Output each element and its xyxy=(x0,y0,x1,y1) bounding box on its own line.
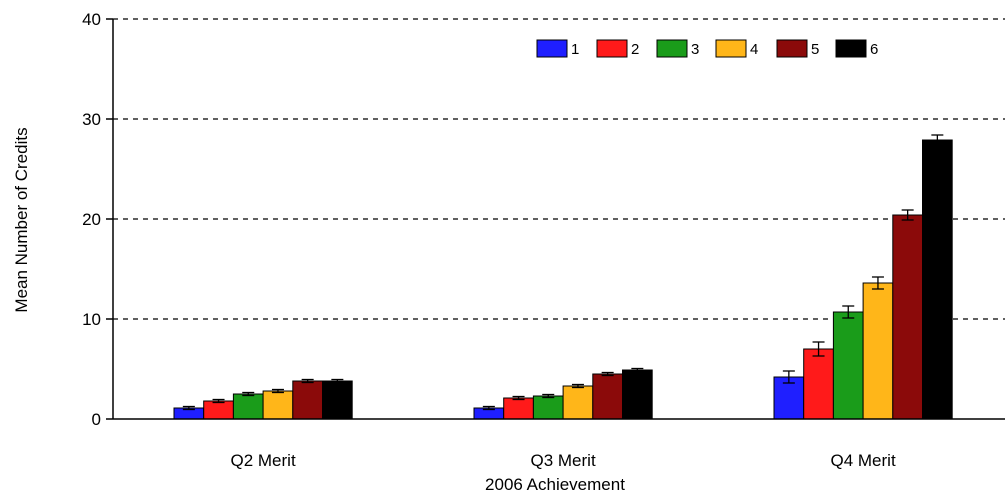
legend-label-1: 1 xyxy=(571,41,579,58)
error-bar-2-series-3 xyxy=(542,393,555,399)
legend-swatch-2 xyxy=(596,39,628,58)
error-bar-3-series-6 xyxy=(931,134,944,146)
y-tick-label-40: 40 xyxy=(82,10,101,29)
error-bar-1-series-5 xyxy=(301,378,314,384)
legend-swatch-4 xyxy=(715,39,747,58)
error-bar-1-series-2 xyxy=(212,398,225,404)
bar-1-series-2 xyxy=(203,400,234,420)
legend-label-5: 5 xyxy=(811,41,819,58)
legend-swatch-3 xyxy=(656,39,688,58)
bar-2-series-3 xyxy=(532,395,564,420)
bar-3-series-3 xyxy=(832,311,864,420)
gridlines xyxy=(113,18,1005,320)
bar-3-series-5 xyxy=(892,214,923,420)
bar-2-series-4 xyxy=(562,385,594,420)
y-tick-label-10: 10 xyxy=(82,310,101,329)
bar-1-series-3 xyxy=(232,393,264,420)
bar-2-series-2 xyxy=(503,397,534,420)
error-bar-3-series-1 xyxy=(782,370,795,384)
x-tick-label-1: Q2 Merit xyxy=(231,451,296,470)
bar-1-series-4 xyxy=(262,390,294,420)
error-bar-3-series-3 xyxy=(842,305,855,319)
bar-1-series-5 xyxy=(292,380,323,420)
y-tick-label-30: 30 xyxy=(82,110,101,129)
x-axis-title: 2006 Achievement xyxy=(485,475,625,494)
error-bar-1-series-4 xyxy=(271,388,284,394)
error-bar-2-series-6 xyxy=(631,367,644,373)
y-tick-label-0: 0 xyxy=(92,410,101,429)
bar-3-series-2 xyxy=(803,348,834,420)
x-tick-label-2: Q3 Merit xyxy=(531,451,596,470)
legend-label-3: 3 xyxy=(691,41,699,58)
bars xyxy=(173,139,953,420)
error-bar-2-series-5 xyxy=(601,371,614,377)
legend-label-2: 2 xyxy=(631,41,639,58)
legend-swatch-6 xyxy=(835,39,867,58)
error-bar-1-series-6 xyxy=(331,378,344,384)
error-bar-3-series-5 xyxy=(901,209,914,221)
bar-3-series-4 xyxy=(862,282,894,420)
y-axis-title: Mean Number of Credits xyxy=(12,127,31,312)
bar-1-series-6 xyxy=(322,380,353,420)
legend-swatch-5 xyxy=(776,39,808,58)
error-bars xyxy=(182,134,944,411)
error-bar-1-series-3 xyxy=(242,391,255,397)
legend-label-6: 6 xyxy=(870,41,878,58)
bar-3-series-6 xyxy=(922,139,953,420)
error-bar-2-series-2 xyxy=(512,395,525,401)
legend-label-4: 4 xyxy=(750,41,758,58)
error-bar-3-series-2 xyxy=(812,341,825,357)
error-bar-3-series-4 xyxy=(871,276,884,290)
x-tick-label-3: Q4 Merit xyxy=(831,451,896,470)
bar-2-series-5 xyxy=(592,373,623,420)
error-bar-2-series-4 xyxy=(571,383,584,389)
y-tick-label-20: 20 xyxy=(82,210,101,229)
error-bar-2-series-1 xyxy=(482,405,495,411)
error-bar-1-series-1 xyxy=(182,405,195,411)
legend: 1 2 3 4 5 6 xyxy=(536,39,878,58)
bar-2-series-6 xyxy=(622,369,653,420)
legend-swatch-1 xyxy=(536,39,568,58)
axes: 0 10 20 30 40 Q2 Merit Q3 Merit Q4 Merit xyxy=(82,10,1005,470)
